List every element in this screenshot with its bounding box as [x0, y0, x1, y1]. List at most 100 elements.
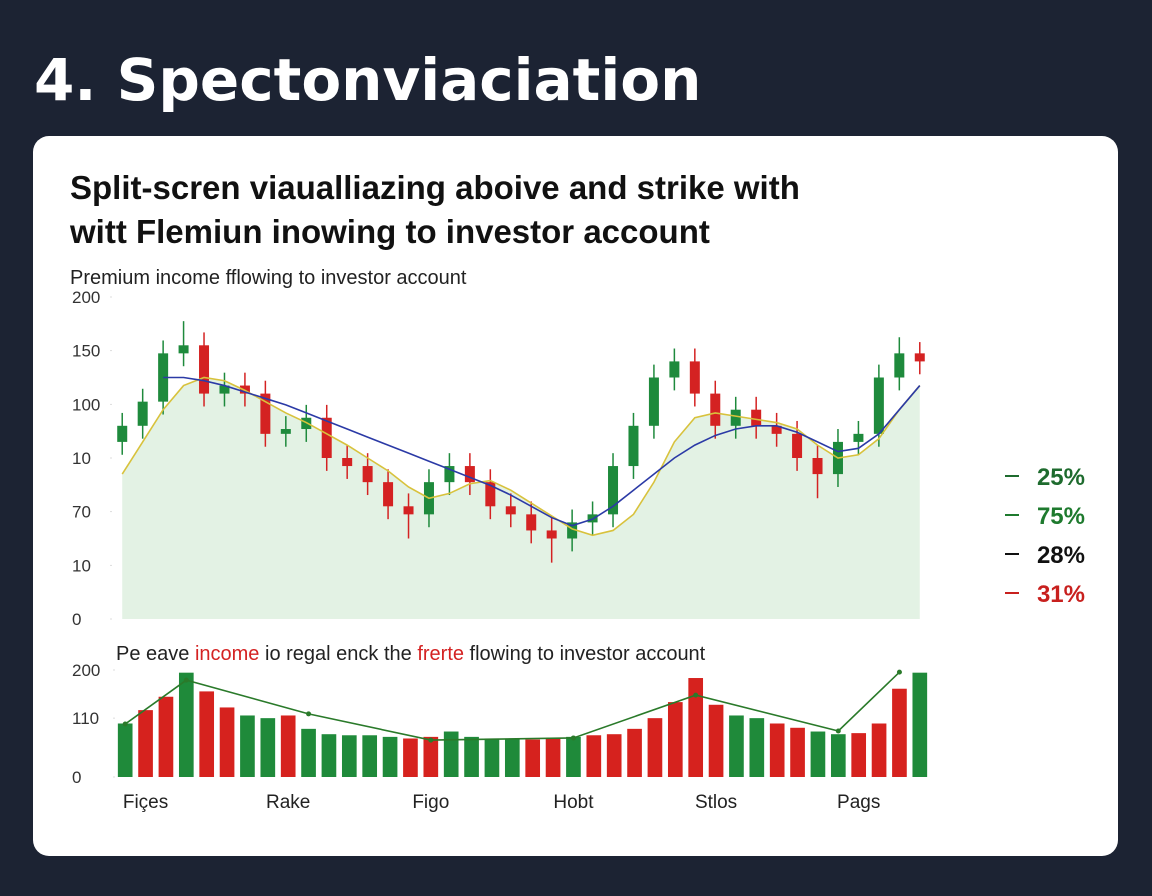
- line-point: [570, 735, 576, 741]
- bar: [790, 727, 805, 777]
- bar: [708, 704, 724, 777]
- y-tick-label: 10: [72, 556, 91, 575]
- bar: [851, 733, 867, 777]
- candle-body: [403, 506, 414, 515]
- bar: [240, 715, 255, 777]
- bar: [892, 688, 907, 777]
- x-tick-label: Rake: [266, 792, 310, 813]
- line-point: [122, 721, 128, 727]
- bar: [117, 723, 133, 777]
- line-point: [183, 677, 189, 683]
- bar: [484, 738, 500, 777]
- legend-label: 31%: [1037, 581, 1085, 608]
- bar: [464, 736, 479, 777]
- line-point: [428, 737, 434, 743]
- bar: [504, 738, 520, 777]
- candle-body: [669, 361, 680, 378]
- bar: [301, 728, 316, 777]
- slide-title: 4. Spectonviaciation: [34, 46, 701, 114]
- bar: [586, 735, 602, 777]
- candle-body: [260, 393, 271, 434]
- y-tick-label: 100: [72, 395, 100, 414]
- y-tick-label: 200: [72, 661, 100, 680]
- bar: [749, 718, 765, 777]
- bar: [871, 723, 887, 777]
- candle-body: [751, 409, 762, 426]
- x-tick-label: Hobt: [553, 792, 594, 813]
- bar: [423, 736, 439, 777]
- bar: [545, 738, 561, 777]
- candle-body: [771, 425, 782, 434]
- y-tick-label: 0: [72, 610, 81, 629]
- bar: [667, 702, 683, 777]
- heading-line: witt Flemiun inowing to investor account: [69, 213, 710, 250]
- candle-body: [362, 466, 373, 483]
- line: [124, 671, 900, 741]
- candle-body: [219, 385, 230, 394]
- candle-body: [505, 506, 516, 515]
- y-tick-label: 70: [72, 503, 91, 522]
- legend-label: 28%: [1037, 542, 1085, 569]
- chart-title: Premium income fflowing to investor acco…: [70, 267, 467, 289]
- title-part: Pe eave: [116, 643, 195, 665]
- candle-body: [792, 433, 803, 458]
- title-part: frerte: [417, 643, 464, 665]
- bar: [647, 718, 663, 777]
- legend-label: 75%: [1037, 503, 1085, 530]
- candle-body: [628, 425, 639, 467]
- bar: [341, 735, 357, 777]
- candle-body: [853, 433, 864, 442]
- bar: [729, 715, 744, 777]
- legend-label: 25%: [1037, 464, 1085, 491]
- bar: [810, 731, 826, 777]
- bar: [362, 735, 378, 777]
- heading-line: Split-scren viaualliazing aboive and str…: [70, 169, 800, 206]
- candle-body: [464, 466, 475, 483]
- bar: [219, 707, 235, 777]
- bar: [443, 731, 459, 777]
- line-point: [693, 692, 699, 698]
- candle-body: [546, 530, 557, 539]
- bar: [382, 736, 398, 777]
- y-tick-label: 110: [72, 709, 99, 728]
- bar: [606, 734, 622, 777]
- line: [163, 376, 921, 527]
- x-tick-label: Fiçes: [123, 792, 168, 813]
- candle-body: [178, 345, 189, 354]
- chart-title: Pe eave income io regal enck the frerte …: [116, 643, 706, 665]
- bar: [688, 678, 704, 777]
- candle-body: [648, 377, 659, 426]
- bar: [830, 734, 846, 777]
- bar: [912, 672, 928, 777]
- candle-body: [812, 458, 823, 475]
- y-tick-label: 0: [72, 768, 81, 787]
- title-part: io regal enck the: [259, 643, 417, 665]
- x-tick-label: Figo: [412, 792, 449, 813]
- candle-body: [873, 377, 884, 434]
- candle-body: [710, 393, 721, 426]
- candle-body: [567, 522, 578, 539]
- y-tick-label: 150: [72, 342, 100, 361]
- candle-body: [444, 466, 455, 483]
- bar: [158, 696, 174, 777]
- candle-body: [321, 417, 332, 458]
- candle-body: [199, 345, 210, 394]
- candle-body: [342, 458, 353, 467]
- candle-body: [894, 353, 905, 378]
- bar: [260, 718, 276, 777]
- bar: [321, 734, 337, 777]
- bar: [280, 715, 296, 777]
- bar: [525, 739, 541, 777]
- line-point: [835, 728, 841, 734]
- candle-body: [280, 429, 291, 434]
- x-tick-label: Pags: [837, 792, 880, 813]
- line-point: [306, 711, 312, 717]
- title-part: income: [195, 643, 259, 665]
- y-tick-label: 200: [72, 288, 100, 307]
- candle-body: [117, 425, 128, 442]
- bar: [403, 738, 418, 777]
- candle-body: [730, 409, 741, 426]
- line-point: [896, 669, 902, 675]
- bar: [769, 723, 785, 777]
